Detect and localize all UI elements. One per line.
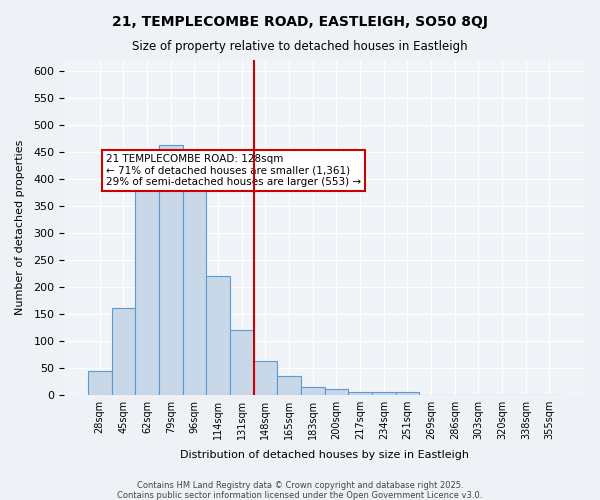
Bar — [182, 184, 206, 394]
Bar — [277, 376, 301, 394]
Text: Contains HM Land Registry data © Crown copyright and database right 2025.: Contains HM Land Registry data © Crown c… — [137, 481, 463, 490]
Bar — [372, 392, 395, 394]
Bar — [112, 308, 135, 394]
Bar — [206, 276, 230, 394]
Bar — [159, 146, 182, 394]
Text: Contains public sector information licensed under the Open Government Licence v3: Contains public sector information licen… — [118, 491, 482, 500]
Bar — [348, 392, 372, 394]
Bar — [135, 182, 159, 394]
Text: 21, TEMPLECOMBE ROAD, EASTLEIGH, SO50 8QJ: 21, TEMPLECOMBE ROAD, EASTLEIGH, SO50 8Q… — [112, 15, 488, 29]
Bar — [325, 390, 348, 394]
X-axis label: Distribution of detached houses by size in Eastleigh: Distribution of detached houses by size … — [180, 450, 469, 460]
Bar — [88, 371, 112, 394]
Bar — [301, 386, 325, 394]
Bar — [230, 330, 254, 394]
Y-axis label: Number of detached properties: Number of detached properties — [15, 140, 25, 315]
Bar — [395, 392, 419, 394]
Bar — [254, 361, 277, 394]
Text: 21 TEMPLECOMBE ROAD: 128sqm
← 71% of detached houses are smaller (1,361)
29% of : 21 TEMPLECOMBE ROAD: 128sqm ← 71% of det… — [106, 154, 361, 187]
Text: Size of property relative to detached houses in Eastleigh: Size of property relative to detached ho… — [132, 40, 468, 53]
